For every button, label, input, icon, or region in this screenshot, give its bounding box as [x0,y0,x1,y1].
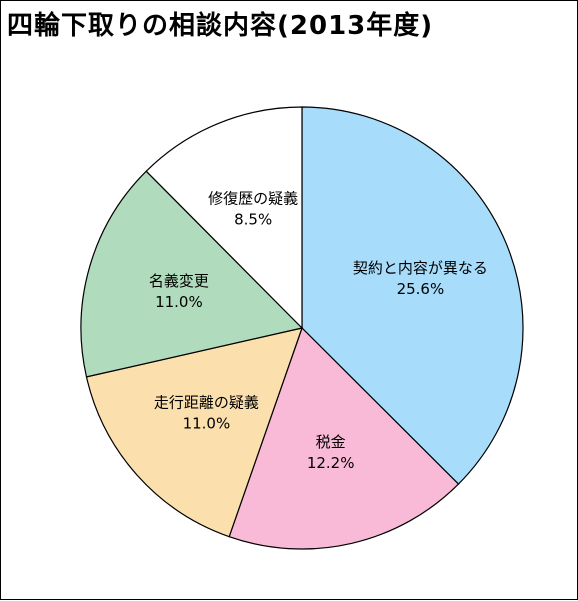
slice-label-1: 税金 [316,433,346,451]
slice-value-2: 11.0% [183,414,231,432]
slice-value-4: 8.5% [234,210,272,228]
slice-label-3: 名義変更 [149,272,209,290]
pie-slice-0 [301,106,524,485]
pie-slice-2 [85,327,303,538]
slice-label-4: 修復歴の疑義 [208,189,298,207]
chart-title: 四輪下取りの相談内容(2013年度) [7,11,434,41]
pie-slice-1 [228,326,460,550]
pie-slice-4 [145,106,303,330]
slice-value-3: 11.0% [155,293,203,311]
slice-label-0: 契約と内容が異なる [353,259,488,277]
slice-value-0: 25.6% [397,280,445,298]
pie-slice-3 [80,170,304,378]
slice-label-2: 走行距離の疑義 [154,393,259,411]
slice-value-1: 12.2% [307,454,355,472]
